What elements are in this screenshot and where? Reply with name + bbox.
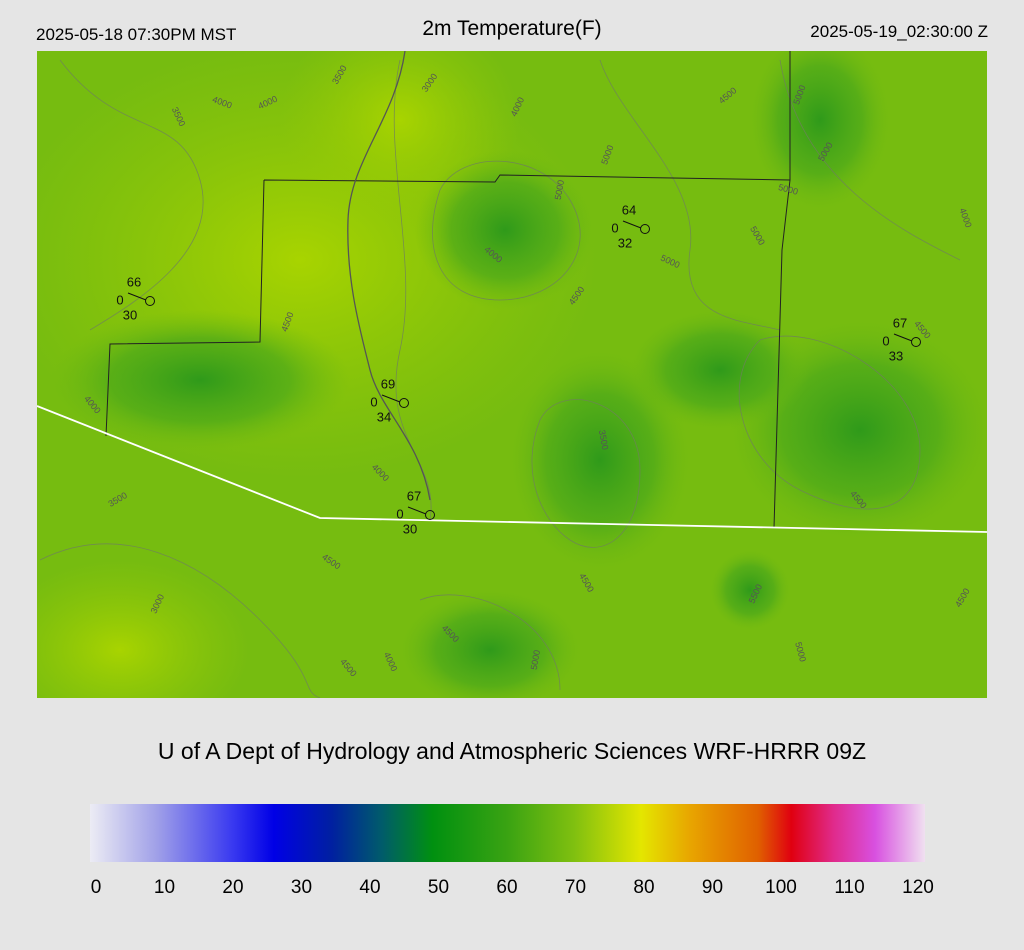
wind-barb	[381, 394, 401, 403]
colorbar-tick-label: 40	[359, 877, 380, 898]
colorbar	[90, 804, 925, 862]
valid-utc-time: 2025-05-19_02:30:00 Z	[810, 22, 988, 41]
contour-label: 5000	[529, 649, 542, 670]
map-title: 2m Temperature(F)	[422, 17, 601, 40]
station-plot: 66 030	[116, 274, 155, 322]
station-plot: 64 032	[611, 202, 650, 250]
colorbar-tick-label: 70	[565, 877, 586, 898]
wind-barb	[893, 333, 913, 342]
dewpoint: 32	[618, 235, 632, 250]
dewpoint: 34	[377, 409, 391, 424]
station-circle	[911, 337, 921, 347]
temperature: 66	[127, 274, 141, 289]
colorbar-tick-label: 90	[702, 877, 723, 898]
wind-barb	[407, 506, 427, 515]
station-plot: 69 034	[370, 376, 409, 424]
contour-label: 3500	[597, 429, 610, 450]
station-plot: 67 033	[882, 315, 921, 363]
wind-barb	[622, 220, 642, 229]
wind-speed: 0	[882, 333, 889, 348]
dewpoint: 33	[889, 348, 903, 363]
colorbar-tick-label: 100	[765, 877, 797, 898]
colorbar-ticks: 0 10 20 30 40 50 60 70 80 90 100 110 120	[91, 877, 934, 898]
wind-barb	[127, 292, 147, 301]
colorbar-tick-label: 10	[154, 877, 175, 898]
temperature: 64	[622, 202, 636, 217]
temperature: 69	[381, 376, 395, 391]
colorbar-tick-label: 60	[496, 877, 517, 898]
credit: U of A Dept of Hydrology and Atmospheric…	[158, 738, 866, 764]
wind-speed: 0	[396, 506, 403, 521]
valid-local-time: 2025-05-18 07:30PM MST	[36, 25, 236, 44]
colorbar-tick-label: 0	[91, 877, 102, 898]
temperature: 67	[893, 315, 907, 330]
colorbar-tick-label: 110	[834, 877, 864, 898]
dewpoint: 30	[123, 307, 137, 322]
station-circle	[145, 296, 155, 306]
station-plot: 67 030	[396, 488, 435, 536]
contour-label: 5000	[553, 179, 566, 200]
wind-speed: 0	[370, 394, 377, 409]
station-circle	[640, 224, 650, 234]
colorbar-tick-label: 20	[222, 877, 243, 898]
wind-speed: 0	[611, 220, 618, 235]
temperature: 67	[407, 488, 421, 503]
station-circle	[399, 398, 409, 408]
colorbar-tick-label: 80	[633, 877, 654, 898]
colorbar-tick-label: 120	[902, 877, 934, 898]
colorbar-tick-label: 50	[428, 877, 449, 898]
colorbar-tick-label: 30	[291, 877, 312, 898]
wind-speed: 0	[116, 292, 123, 307]
station-circle	[425, 510, 435, 520]
dewpoint: 30	[403, 521, 417, 536]
